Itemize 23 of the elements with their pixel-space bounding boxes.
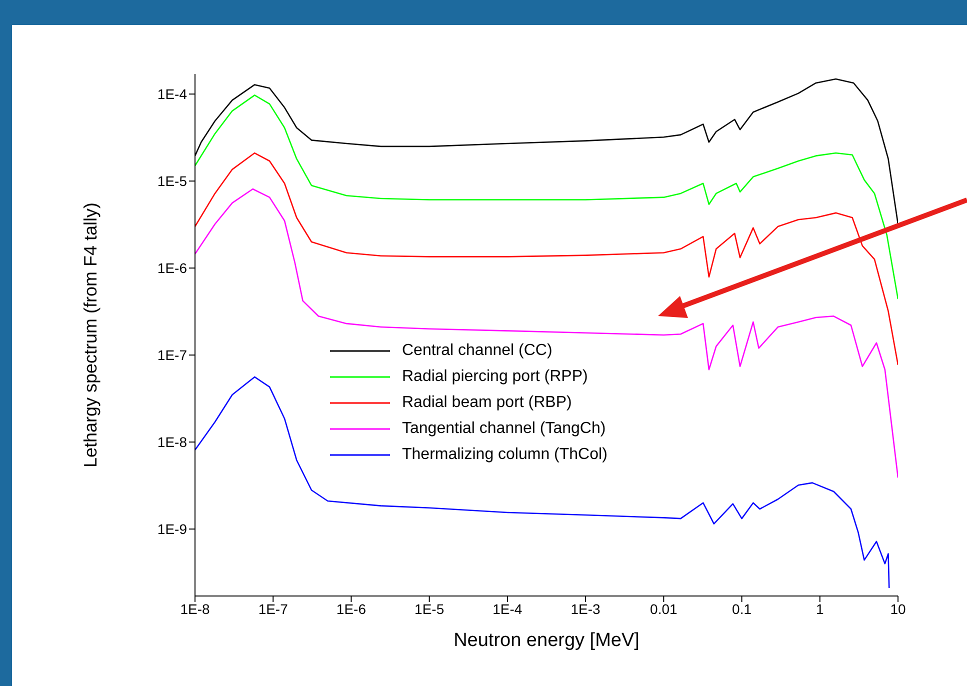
x-axis-title: Neutron energy [MeV]	[454, 630, 640, 651]
x-tick-label: 10	[890, 600, 906, 617]
x-tick-label: 0.01	[650, 600, 678, 617]
x-tick-label: 1E-6	[336, 600, 366, 617]
y-tick-label: 1E-8	[157, 434, 188, 450]
x-tick-label: 0.1	[732, 600, 752, 617]
legend-label: Central channel (CC)	[402, 342, 552, 360]
legend-label: Thermalizing column (ThCol)	[402, 446, 608, 464]
y-tick-label: 1E-5	[157, 173, 188, 190]
x-tick-label: 1E-4	[492, 600, 522, 617]
x-tick-label: 1E-7	[258, 600, 288, 617]
x-tick-label: 1E-8	[180, 600, 210, 617]
x-tick-label: 1	[816, 600, 824, 617]
y-axis-title: Lethargy spectrum (from F4 tally)	[80, 202, 100, 468]
y-tick-label: 1E-6	[157, 260, 188, 276]
legend-label: Radial beam port (RBP)	[402, 394, 572, 412]
x-tick-label: 1E-5	[414, 600, 444, 617]
x-tick-label: 1E-3	[570, 600, 601, 617]
y-tick-label: 1E-9	[157, 521, 188, 538]
legend-label: Tangential channel (TangCh)	[402, 420, 606, 438]
legend-label: Radial piercing port (RPP)	[402, 368, 588, 386]
y-tick-label: 1E-4	[157, 86, 188, 102]
y-tick-label: 1E-7	[157, 347, 188, 364]
